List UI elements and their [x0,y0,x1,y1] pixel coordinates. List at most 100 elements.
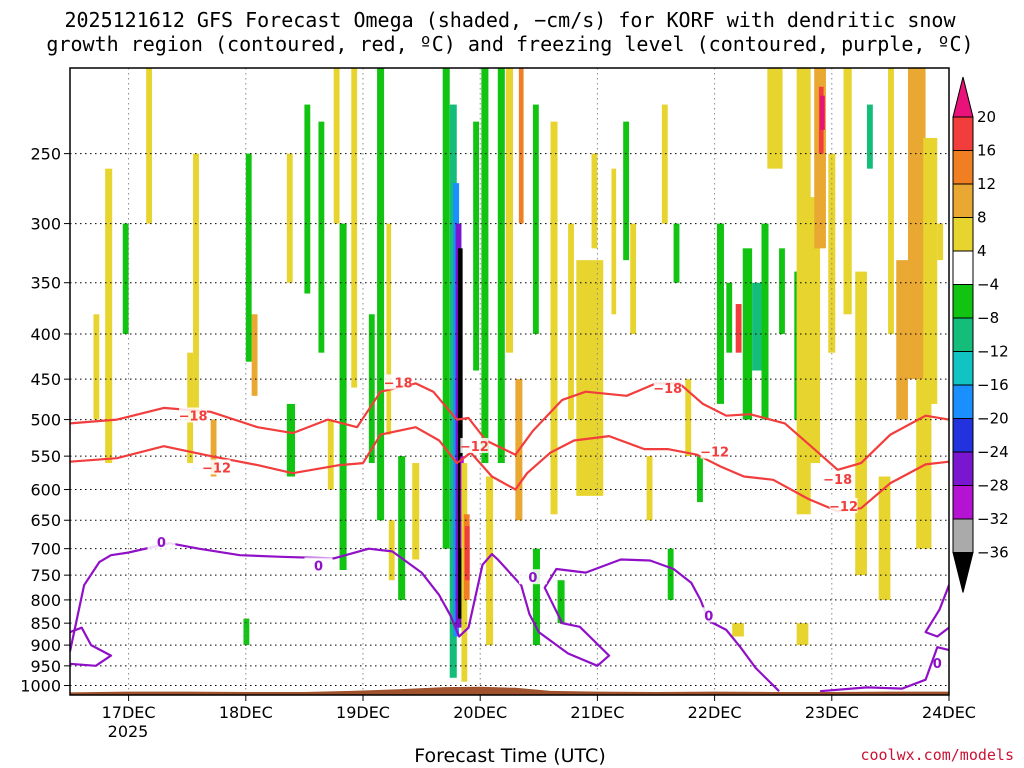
omega-shaded-cell [243,618,250,646]
freezing-level-contour-label: 0 [528,571,537,586]
dgz-contour [70,426,949,513]
omega-shaded-cell [473,121,480,371]
dgz-contour-label-bg [829,498,858,514]
omega-shaded-cell [923,137,938,404]
y-tick-label: 350 [30,274,61,293]
omega-shaded-cell [486,476,494,646]
y-tick-label: 300 [30,215,61,234]
y-tick-label: 950 [30,657,61,676]
omega-shaded-cell [568,223,574,420]
omega-shading [93,68,944,682]
colorbar-segment [952,418,974,453]
omega-shaded-cell [286,403,296,477]
colorbar-tick-label: −36 [977,544,1009,562]
omega-shaded-cell [726,282,733,353]
colorbar-segment [952,183,974,218]
chart-title-line2: growth region (contoured, red, ºC) and f… [46,32,973,56]
omega-shaded-cell [251,314,258,396]
colorbar-bottom-triangle [952,552,974,593]
dgz-contour-label-bg [653,380,682,396]
omega-shaded-cell [518,68,524,224]
omega-shaded-cell [576,260,604,496]
dgz-contour-label-bg [823,470,852,486]
omega-shaded-cell [327,419,334,490]
freezing-level-contour [70,626,113,667]
omega-shaded-cell [398,456,406,600]
omega-shaded-cell [866,104,873,169]
dgz-contour [70,382,949,471]
y-tick-label: 800 [30,591,61,610]
omega-shaded-cell [646,456,653,521]
omega-shaded-cell [339,223,347,570]
omega-shaded-cell [661,104,668,224]
y-tick-label: 650 [30,511,61,530]
omega-shaded-cell [855,271,867,576]
dgz-contour-label-bg [202,459,231,475]
omega-shaded-cell [916,379,932,549]
omega-shaded-cell [550,121,558,515]
y-tick-label: 750 [30,566,61,585]
colorbar-segment [952,116,974,151]
dgz-contour-label: −12 [460,440,489,455]
colorbar: 20 16 12 8 4 −4 −8 −12 −16 −20 −24 −28 −32 −36 [952,76,1009,593]
colorbar-tick-label: −16 [977,376,1009,394]
freezing-level-contour-label-bg [694,607,723,623]
omega-shaded-cell [878,476,891,600]
colorbar-segment [952,518,974,553]
omega-shaded-cell [806,197,821,464]
y-tick-label: 700 [30,540,61,559]
omega-shaded-cell [442,68,450,549]
omega-shaded-cell [464,526,470,581]
colorbar-segment [952,485,974,520]
omega-shaded-cell [820,95,825,130]
colorbar-segment [952,217,974,252]
chart-title-line1: 2025121612 GFS Forecast Omega (shaded, −… [64,8,956,32]
omega-shaded-cell [814,68,826,249]
plot-frame [69,67,950,696]
omega-shaded-cell [286,153,293,283]
freezing-level-contour-label: 0 [157,536,166,551]
dgz-contour-label: −12 [700,446,729,461]
omega-shaded-cell [412,463,420,560]
colorbar-top-triangle [952,76,974,118]
omega-shaded-cell [667,548,674,600]
omega-shaded-cell [481,68,489,464]
colorbar-segment [952,250,974,285]
colorbar-tick-label: −24 [977,443,1009,461]
colorbar-segment [952,150,974,185]
x-tick-label: 21DEC [570,703,624,722]
dgz-contour-label: −18 [653,382,682,397]
x-tick-label: 20DEC [453,703,507,722]
omega-shaded-cell [623,121,630,261]
colorbar-segment [952,384,974,419]
colorbar-segment [952,284,974,319]
omega-shaded-cell [210,419,217,477]
dgz-contour-label: −18 [179,409,208,424]
omega-shaded-cell [716,223,724,404]
omega-shaded-cell [685,379,692,457]
dgz-contour-label-bg [700,443,729,459]
terrain-surface [70,686,949,695]
x-tick-label: 22DEC [688,703,742,722]
dgz-contour-label: −12 [829,500,858,515]
x-year-label: 2025 [108,722,149,741]
freezing-level-contour-label-bg [147,534,176,550]
omega-shaded-cell [105,168,113,464]
dgz-contour-label: −12 [202,461,231,476]
omega-shaded-cell [351,68,358,388]
freezing-level-contour-label: 0 [933,657,942,672]
credit-text: coolwx.com/models [860,746,1014,764]
freezing-level-contour-label: 0 [314,559,323,574]
omega-shaded-cell [779,248,785,334]
y-tick-label: 400 [30,325,61,344]
freezing-level-contour-label-bg [304,557,333,573]
omega-shaded-cell [93,314,100,420]
omega-shaded-cell [505,68,514,353]
freezing-level-contour [70,542,780,692]
plot-area: −18 −18 −18 −18 −12 −12 −12 −12 0 0 0 0 0 [70,68,949,695]
omega-shaded-cell [557,580,565,624]
colorbar-segment [952,317,974,352]
y-tick-label: 550 [30,447,61,466]
omega-shaded-cell [457,248,463,619]
